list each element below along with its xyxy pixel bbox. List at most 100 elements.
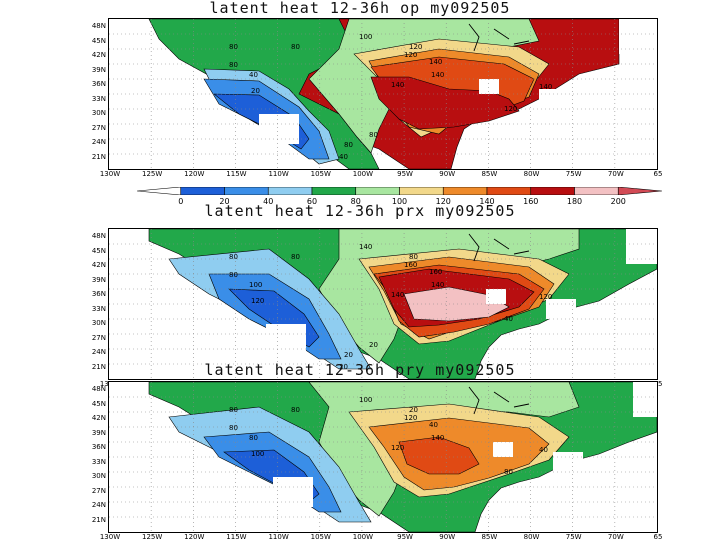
contour-label: 80 — [229, 43, 238, 51]
lat-label: 36N — [91, 443, 106, 451]
lat-label: 45N — [91, 36, 106, 45]
colorbar-label: 180 — [566, 197, 583, 206]
contour-label: 80 — [504, 468, 513, 476]
contour-label: 20 — [251, 87, 260, 95]
lat-label: 45N — [91, 399, 106, 408]
lat-label: 39N — [91, 428, 106, 437]
contour-label: 140 — [391, 291, 404, 299]
missing-data-block — [633, 382, 657, 417]
lon-label: 100W — [352, 170, 374, 178]
lat-label: 33N — [91, 304, 106, 313]
missing-data-block — [553, 452, 583, 472]
contour-label: 140 — [431, 71, 444, 79]
colorbar-segment — [180, 187, 225, 195]
contour-label: 40 — [504, 315, 513, 323]
lon-label: 70W — [607, 170, 624, 178]
panel-title-op: latent heat 12-36h op my092505 — [209, 0, 511, 17]
contour-label: 120 — [404, 414, 417, 422]
contour-label: 120 — [504, 105, 517, 113]
map-canvas-pry: 80 80 80 80 100 100 120 40 140 120 40 20 80 — [109, 382, 657, 532]
lat-label: 33N — [91, 94, 106, 103]
lat-label: 24N — [91, 501, 106, 509]
contour-region-180 — [403, 286, 510, 322]
great-lakes — [468, 233, 530, 262]
lon-label: 90W — [439, 170, 456, 178]
contour-label: 120 — [539, 293, 552, 301]
contour-label: 40 — [539, 446, 548, 454]
map-panel-op: 80 80 80 40 20 100 120 140 140 140 140 120 120 80 40 80 — [108, 18, 658, 170]
contour-label: 20 — [409, 406, 418, 414]
lat-label: 39N — [91, 275, 106, 284]
colorbar-label: 200 — [610, 197, 626, 206]
contour-label: 80 — [291, 253, 300, 261]
missing-data-block — [619, 19, 657, 54]
map-panel-prx: 80 80 80 100 120 140 160 160 140 140 120 80 40 20 20 20 — [108, 228, 658, 380]
contour-label: 40 — [339, 153, 348, 161]
lon-label: 105W — [310, 533, 331, 541]
contour-label: 20 — [344, 351, 353, 359]
lon-label: 90W — [439, 533, 456, 541]
missing-data-block — [266, 324, 306, 354]
lon-label: 85W — [481, 170, 498, 178]
missing-data-block — [273, 477, 313, 507]
lat-label: 24N — [91, 348, 106, 356]
contour-label: 120 — [251, 297, 264, 305]
missing-data-block — [486, 289, 506, 304]
lat-label: 30N — [91, 319, 106, 327]
contour-label: 140 — [431, 281, 444, 289]
contour-region-140 — [398, 436, 480, 475]
map-canvas-prx: 80 80 80 100 120 140 160 160 140 140 120 80 40 20 20 20 — [109, 229, 657, 379]
colorbar-label: 80 — [350, 197, 361, 206]
contour-label: 160 — [429, 268, 442, 276]
contour-label: 100 — [359, 33, 372, 41]
lon-label: 65 — [653, 533, 663, 541]
colorbar — [137, 187, 662, 195]
lon-label: 80W — [523, 533, 540, 541]
lon-label: 95W — [397, 533, 413, 541]
colorbar-segment — [574, 187, 619, 195]
lat-label: 42N — [91, 261, 106, 269]
lat-label: 21N — [91, 515, 106, 524]
contour-label: 140 — [429, 58, 442, 66]
lat-label: 48N — [91, 22, 106, 30]
panel-title-prx: latent heat 12-36h prx my092505 — [204, 202, 516, 220]
lon-label: 130W — [99, 533, 121, 541]
colorbar-label: 100 — [391, 197, 408, 206]
lat-label: 30N — [91, 109, 106, 117]
lat-label: 36N — [91, 290, 106, 298]
contour-label: 80 — [344, 141, 353, 149]
contour-label: 20 — [369, 341, 378, 349]
lon-label: 110W — [268, 170, 289, 178]
colorbar-label: 160 — [523, 197, 539, 206]
lat-label: 21N — [91, 152, 106, 161]
colorbar-label: 0 — [178, 197, 184, 206]
missing-data-block — [546, 299, 576, 319]
contour-label: 120 — [391, 444, 404, 452]
colorbar-label: 140 — [479, 197, 495, 206]
lat-label: 48N — [91, 232, 106, 240]
colorbar-segment — [399, 187, 444, 195]
lat-label: 45N — [91, 246, 106, 255]
lat-label: 24N — [91, 138, 106, 146]
contour-label: 80 — [229, 271, 238, 279]
contour-label: 80 — [369, 131, 378, 139]
colorbar-label: 40 — [263, 197, 274, 206]
panel-title-pry: latent heat 12-36h pry my092505 — [204, 361, 516, 379]
colorbar-segment — [486, 187, 532, 195]
lat-label: 27N — [91, 486, 106, 495]
contour-label: 100 — [359, 396, 372, 404]
colorbar-segment — [224, 187, 269, 195]
missing-data-block — [539, 89, 569, 109]
contour-label: 120 — [404, 51, 417, 59]
lon-label: 85W — [481, 533, 498, 541]
lon-label: 95W — [397, 170, 413, 178]
contour-label: 40 — [429, 421, 438, 429]
contour-label: 80 — [229, 61, 238, 69]
contour-label: 80 — [409, 253, 418, 261]
lon-label: 110W — [268, 533, 289, 541]
contour-label: 140 — [431, 434, 444, 442]
great-lakes — [468, 386, 530, 415]
contour-label: 100 — [249, 281, 262, 289]
lat-label: 30N — [91, 472, 106, 480]
